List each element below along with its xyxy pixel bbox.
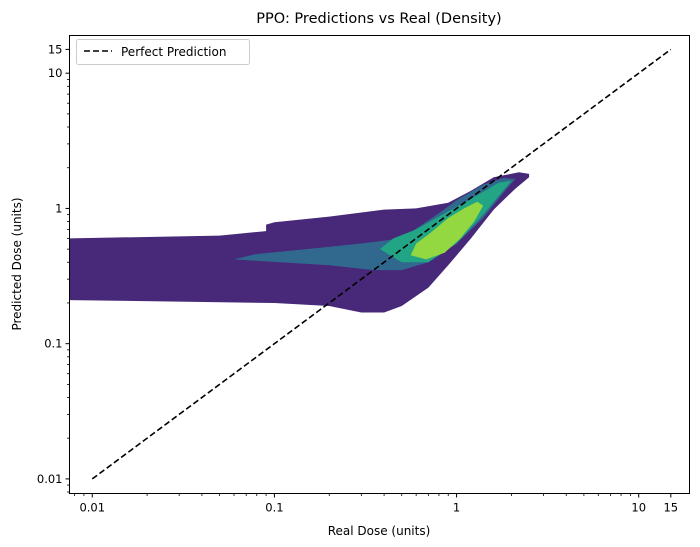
x-tick-label: 1 — [453, 501, 460, 515]
x-tick-label: 0.01 — [79, 501, 105, 515]
x-tick-label: 0.1 — [265, 501, 283, 515]
y-axis-label: Predicted Dose (units) — [10, 197, 24, 330]
y-tick-label: 0.1 — [44, 337, 62, 351]
y-tick-label: 10 — [48, 66, 63, 80]
chart-title: PPO: Predictions vs Real (Density) — [256, 11, 501, 27]
y-tick-label: 15 — [48, 42, 63, 56]
y-tick-label: 0.01 — [37, 472, 63, 486]
legend-label: Perfect Prediction — [121, 45, 226, 59]
legend: Perfect Prediction — [77, 40, 250, 65]
density-level-1 — [70, 172, 530, 312]
density-contours — [70, 172, 530, 312]
y-tick-label: 1 — [55, 201, 62, 215]
x-axis-label: Real Dose (units) — [328, 524, 431, 538]
x-tick-label: 15 — [663, 501, 678, 515]
x-tick-label: 10 — [631, 501, 646, 515]
